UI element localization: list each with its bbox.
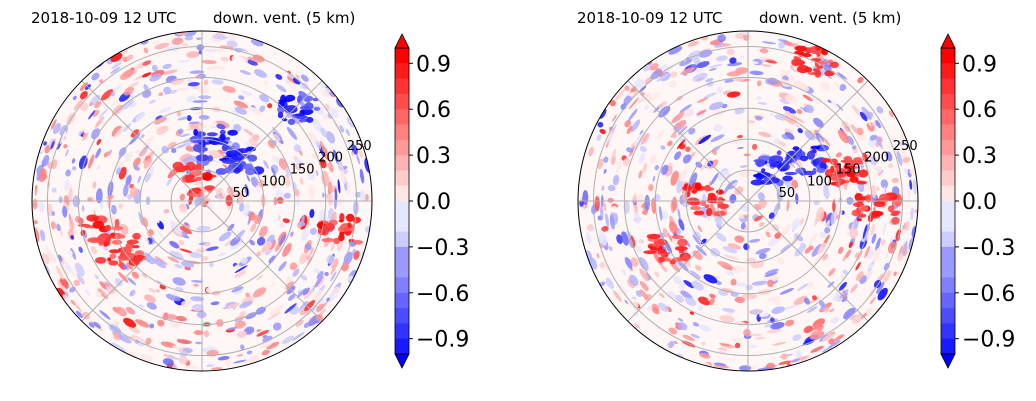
chart-variable-title: down. vent. (5 km) [759, 9, 902, 27]
colorbar-tick-label: 0.6 [962, 98, 997, 123]
chart-variable-title: down. vent. (5 km) [213, 9, 356, 27]
colorbar-tick-label: 0.0 [962, 190, 997, 215]
colorbar-tick-label: −0.3 [416, 236, 469, 261]
azimuth-spoke [81, 200, 203, 322]
vent-field [579, 31, 918, 371]
colorbar: 0.9 0.6 0.3 0.0 −0.3 −0.6 −0.9 [940, 33, 1015, 369]
chart-panel-right: 2018-10-09 12 UTC down. vent. (5 km) 50 1… [546, 0, 1036, 401]
colorbar-tick-label: 0.9 [962, 52, 997, 77]
colorbar-tick-label: 0.3 [416, 144, 451, 169]
colorbar-tick-label: 0.6 [416, 98, 451, 123]
polar-grid [32, 31, 372, 371]
radial-tick-label: 50 [779, 186, 796, 201]
colorbar-extend-max [394, 33, 410, 49]
azimuth-spoke [747, 200, 869, 322]
colorbar-extend-min [394, 353, 410, 369]
polar-grid [578, 31, 918, 371]
polar-boundary [577, 30, 919, 372]
colorbar-tick-label: −0.9 [962, 328, 1015, 353]
colorbar-tick-label: 0.3 [962, 144, 997, 169]
radial-tick-label: 250 [893, 139, 918, 154]
vent-field [32, 31, 372, 371]
radial-tick-label: 200 [864, 151, 889, 166]
chart-date-title: 2018-10-09 12 UTC [31, 9, 177, 27]
colorbar-tick-label: −0.9 [416, 328, 469, 353]
radial-tick-label: 250 [347, 139, 372, 154]
azimuth-spoke [627, 80, 749, 202]
radial-tick-label: 150 [290, 163, 315, 178]
colorbar-extend-min [940, 353, 956, 369]
colorbar-tick-label: 0.0 [416, 190, 451, 215]
polar-boundary [31, 30, 373, 372]
azimuth-spoke [201, 200, 323, 322]
radial-tick-label: 100 [807, 174, 832, 189]
colorbar-extend-max [940, 33, 956, 49]
chart-panel-left: 2018-10-09 12 UTC down. vent. (5 km) 50 1… [31, 9, 469, 372]
colorbar: 0.9 0.6 0.3 0.0 −0.3 −0.6 −0.9 [394, 33, 469, 369]
azimuth-spoke [81, 80, 203, 202]
radial-tick-label: 200 [318, 151, 343, 166]
azimuth-spoke [747, 80, 869, 202]
colorbar-tick-label: −0.6 [962, 282, 1015, 307]
azimuth-spoke [627, 200, 749, 322]
radial-tick-label: 100 [261, 174, 286, 189]
colorbar-tick-label: −0.3 [962, 236, 1015, 261]
azimuth-spoke [201, 80, 323, 202]
radial-tick-label: 150 [836, 163, 861, 178]
chart-date-title: 2018-10-09 12 UTC [577, 9, 723, 27]
radial-tick-label: 50 [233, 186, 250, 201]
colorbar-tick-label: −0.6 [416, 282, 469, 307]
colorbar-tick-label: 0.9 [416, 52, 451, 77]
